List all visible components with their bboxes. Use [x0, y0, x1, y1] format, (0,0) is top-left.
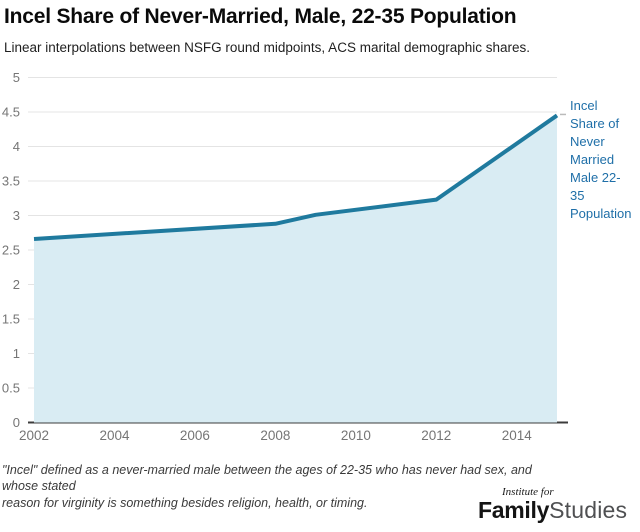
svg-text:2014: 2014 — [502, 428, 533, 443]
svg-text:2002: 2002 — [19, 428, 49, 443]
svg-text:2008: 2008 — [260, 428, 290, 443]
logo-institute-for: Institute for — [502, 486, 554, 498]
chart-subtitle: Linear interpolations between NSFG round… — [4, 40, 531, 55]
svg-text:2: 2 — [13, 277, 20, 292]
chart-title: Incel Share of Never-Married, Male, 22-3… — [4, 5, 517, 28]
svg-text:0: 0 — [13, 415, 20, 430]
x-tick-labels: 2002 2004 2006 2008 2010 2012 2014 — [19, 428, 532, 443]
logo-family: Family — [478, 497, 550, 523]
logo-studies: Studies — [549, 497, 628, 523]
svg-text:1.5: 1.5 — [2, 312, 20, 327]
series-line — [33, 113, 559, 241]
svg-text:4: 4 — [13, 139, 20, 154]
svg-text:3: 3 — [13, 208, 20, 223]
svg-text:3.5: 3.5 — [2, 174, 20, 189]
svg-text:0.5: 0.5 — [2, 381, 20, 396]
svg-text:2012: 2012 — [421, 428, 451, 443]
logo-family-studies: FamilyStudies — [478, 497, 638, 524]
svg-text:2004: 2004 — [99, 428, 130, 443]
svg-text:2006: 2006 — [180, 428, 210, 443]
footnote: "Incel" defined as a never-married male … — [2, 463, 532, 510]
ifs-logo: Institute for FamilyStudies — [478, 486, 638, 524]
y-tick-labels: 0 0.5 1 1.5 2 2.5 3 3.5 4 4.5 5 — [2, 70, 20, 430]
svg-text:4.5: 4.5 — [2, 105, 20, 120]
svg-text:5: 5 — [13, 70, 20, 85]
svg-text:2.5: 2.5 — [2, 243, 20, 258]
legend-label: Incel Share of Never Married Male 22- 35… — [570, 98, 632, 221]
svg-text:2010: 2010 — [341, 428, 371, 443]
series-area — [34, 115, 557, 423]
svg-text:1: 1 — [13, 346, 20, 361]
